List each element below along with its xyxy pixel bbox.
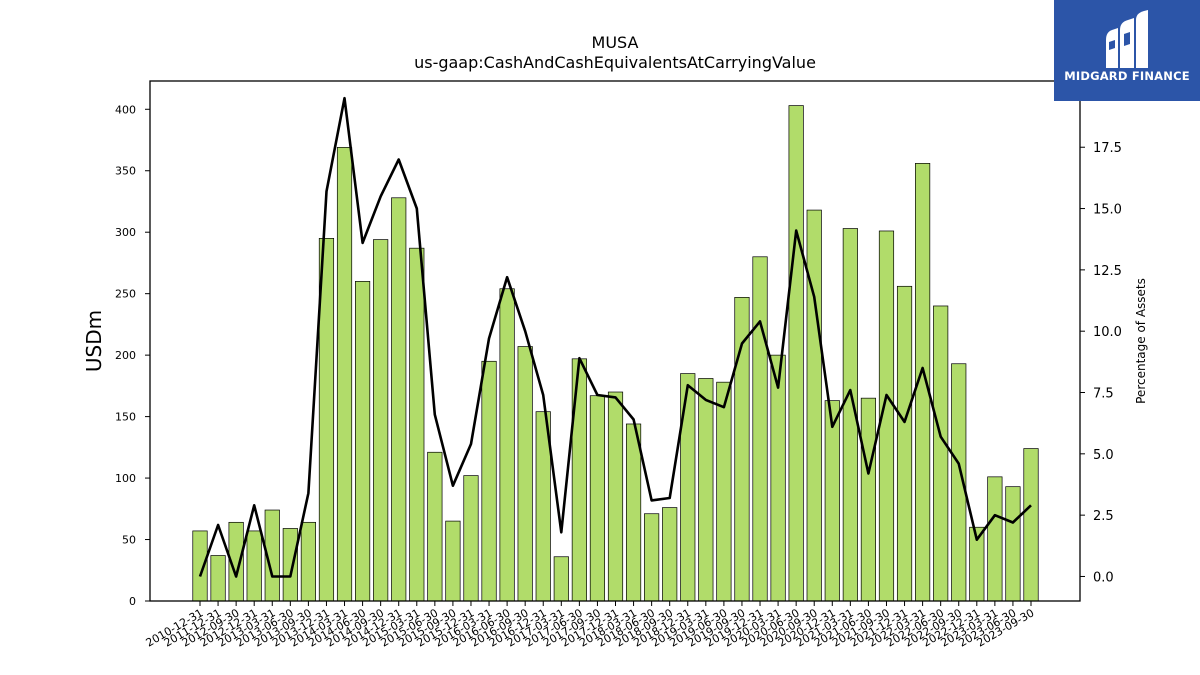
y-axis-label: USDm [82, 310, 106, 372]
bar [517, 346, 533, 602]
y-tick-label: 50 [122, 534, 136, 547]
bar [589, 395, 606, 602]
bars [192, 105, 1039, 602]
y-right-tick-label: 7.5 [1093, 387, 1114, 402]
y-tick-label: 300 [115, 226, 136, 239]
y-right-tick-label: 2.5 [1093, 509, 1114, 524]
y-right-tick-label: 5.0 [1093, 448, 1114, 463]
bar [336, 147, 353, 602]
bar [210, 555, 226, 602]
chart-subtitle: us-gaap:CashAndCashEquivalentsAtCarrying… [414, 53, 816, 72]
bar [933, 305, 949, 602]
bar [806, 209, 822, 602]
bar [860, 397, 876, 602]
y-axis-left: 0 50 100 150 200 250 300 350 400 [115, 103, 150, 608]
bar [300, 521, 316, 602]
bar [373, 239, 389, 602]
y-tick-label: 400 [115, 103, 136, 116]
line-layer [198, 96, 1032, 578]
y-right-tick-label: 0.0 [1093, 570, 1114, 585]
bar [355, 281, 371, 602]
bar [427, 451, 443, 602]
bar [644, 513, 660, 602]
bar [625, 423, 642, 602]
bar [662, 507, 678, 602]
bar [553, 556, 569, 602]
bar [246, 530, 262, 602]
bar [698, 378, 714, 602]
midgard-finance-logo: MIDGARD FINANCE [1054, 0, 1200, 101]
bar [788, 105, 804, 602]
y-tick-label: 250 [115, 288, 136, 301]
y-tick-label: 350 [115, 165, 136, 178]
bar [499, 288, 515, 602]
y-right-tick-label: 17.5 [1093, 141, 1122, 156]
y-tick-label: 200 [115, 349, 136, 362]
bar [1023, 448, 1039, 602]
chart-title: MUSA [592, 33, 639, 52]
y-tick-label: 150 [115, 411, 136, 424]
logo-text: MIDGARD FINANCE [1064, 69, 1190, 83]
bar [607, 391, 624, 602]
y-tick-label: 0 [129, 595, 136, 608]
y-tick-label: 100 [115, 472, 136, 485]
y-axis-right-label: Percentage of Assets [1134, 278, 1148, 404]
bar [752, 256, 768, 602]
bar [824, 400, 840, 602]
bar [716, 381, 732, 602]
bar [409, 247, 425, 602]
x-axis: 2010-12-312011-12-312012-09-302012-12-31… [144, 601, 1037, 650]
bar [282, 528, 298, 602]
y-right-tick-label: 15.0 [1093, 203, 1122, 218]
bar [463, 475, 479, 602]
bar [445, 520, 461, 602]
y-right-tick-label: 10.0 [1093, 325, 1122, 340]
bar [1005, 486, 1021, 602]
bar [770, 354, 786, 602]
y-right-tick-label: 12.5 [1093, 264, 1122, 279]
logo-mark-icon [1106, 10, 1148, 68]
bar [987, 476, 1003, 602]
series-line [198, 96, 1032, 578]
bar [391, 197, 407, 602]
bar [680, 373, 696, 602]
bar [481, 360, 497, 602]
y-axis-right: 0.0 2.5 5.0 7.5 10.0 12.5 15.0 17.5 [1080, 141, 1122, 585]
bar [896, 285, 913, 602]
